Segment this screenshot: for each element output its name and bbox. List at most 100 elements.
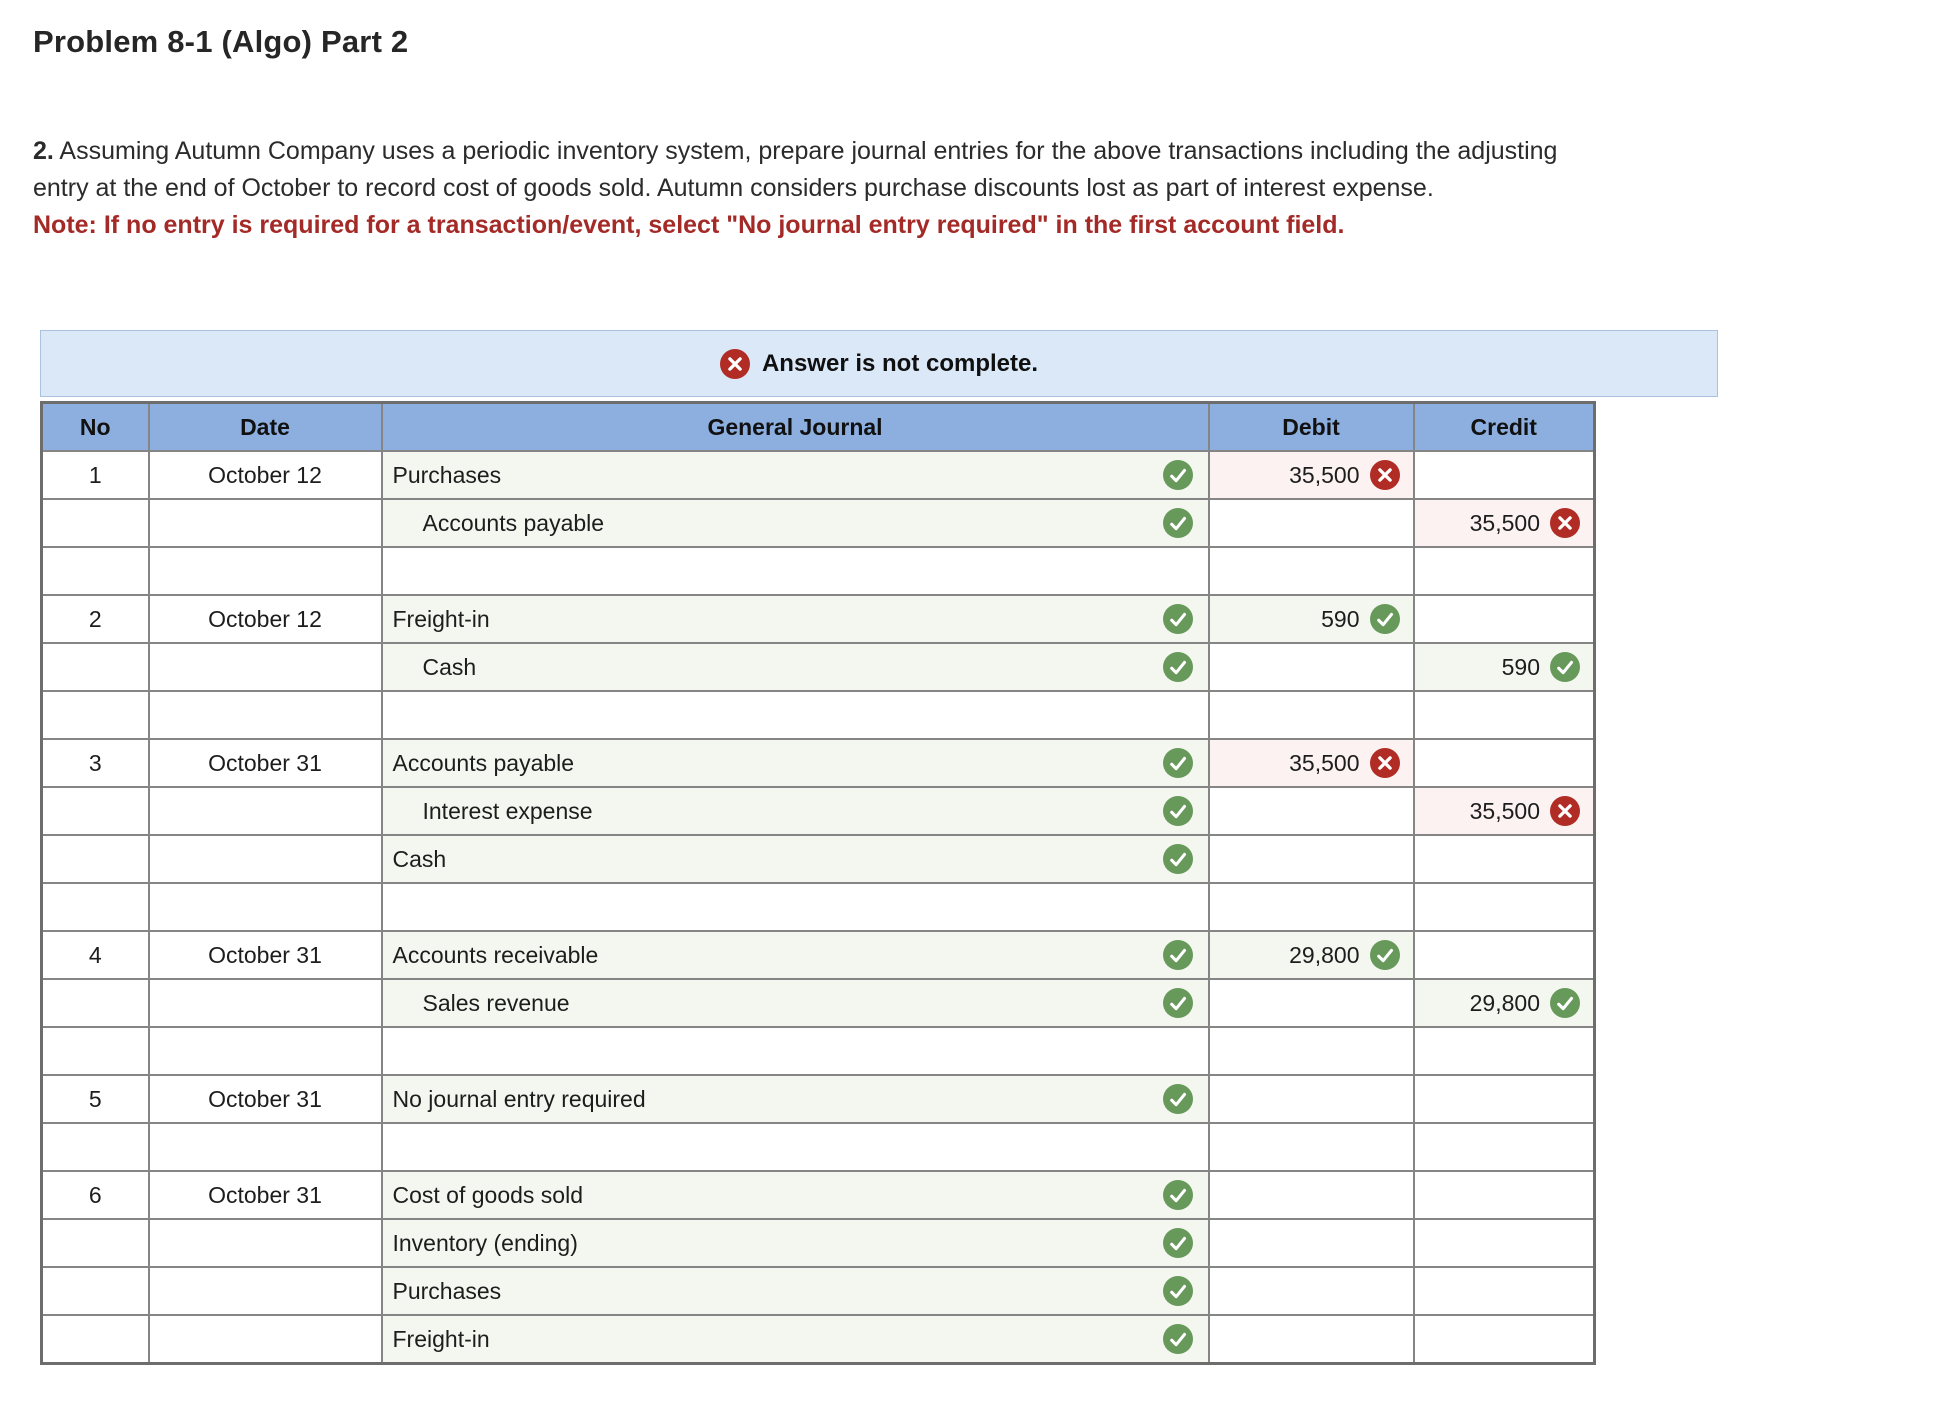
- debit-cell[interactable]: 35,500: [1207, 450, 1415, 500]
- row-number-cell: [40, 642, 150, 692]
- account-label: Freight-in: [392, 1325, 490, 1352]
- debit-amount: 590: [1321, 605, 1360, 632]
- header-debit: Debit: [1207, 401, 1415, 452]
- credit-cell[interactable]: [1412, 930, 1596, 980]
- account-cell[interactable]: Purchases: [380, 450, 1210, 500]
- account-cell: [380, 546, 1210, 596]
- credit-cell: [1412, 1026, 1596, 1076]
- account-label: Freight-in: [392, 605, 490, 632]
- row-date-cell: October 31: [147, 1074, 383, 1124]
- debit-cell[interactable]: [1207, 978, 1415, 1028]
- check-icon: [1162, 844, 1193, 874]
- row-number-cell: [40, 1122, 150, 1172]
- debit-cell[interactable]: [1207, 834, 1415, 884]
- credit-cell[interactable]: [1412, 594, 1596, 644]
- spacer-row: [40, 1026, 1596, 1076]
- account-cell[interactable]: Interest expense: [380, 786, 1210, 836]
- row-number-cell: 5: [40, 1074, 150, 1124]
- account-cell[interactable]: No journal entry required: [380, 1074, 1210, 1124]
- credit-cell[interactable]: 29,800: [1412, 978, 1596, 1028]
- check-icon: [1162, 988, 1193, 1018]
- row-date-cell: [147, 882, 383, 932]
- debit-cell[interactable]: [1207, 1074, 1415, 1124]
- check-icon: [1369, 604, 1400, 634]
- credit-cell[interactable]: [1412, 1266, 1596, 1316]
- row-date-cell: [147, 1314, 383, 1365]
- check-icon: [1162, 1084, 1193, 1114]
- account-cell[interactable]: Purchases: [380, 1266, 1210, 1316]
- account-cell[interactable]: Cash: [380, 642, 1210, 692]
- row-date-cell: [147, 834, 383, 884]
- table-header-row: No Date General Journal Debit Credit: [40, 401, 1596, 452]
- note-text: Note: If no entry is required for a tran…: [33, 211, 1345, 239]
- row-number-cell: 4: [40, 930, 150, 980]
- credit-amount: 35,500: [1469, 509, 1540, 536]
- account-cell[interactable]: Cash: [380, 834, 1210, 884]
- x-icon: [1369, 748, 1400, 778]
- credit-cell[interactable]: [1412, 834, 1596, 884]
- x-circle-icon: [719, 348, 750, 379]
- table-row: 5 October 31 No journal entry required: [40, 1074, 1596, 1124]
- row-number-cell: 3: [40, 738, 150, 788]
- credit-cell[interactable]: [1412, 1170, 1596, 1220]
- table-row: 4 October 31 Accounts receivable 29,800: [40, 930, 1596, 980]
- account-cell[interactable]: Inventory (ending): [380, 1218, 1210, 1268]
- debit-cell[interactable]: 29,800: [1207, 930, 1415, 980]
- check-icon: [1162, 1228, 1193, 1258]
- debit-cell[interactable]: [1207, 642, 1415, 692]
- spacer-row: [40, 882, 1596, 932]
- check-icon: [1162, 604, 1193, 634]
- check-icon: [1550, 652, 1580, 682]
- account-cell[interactable]: Accounts payable: [380, 738, 1210, 788]
- credit-cell[interactable]: [1412, 1074, 1596, 1124]
- general-journal-table: No Date General Journal Debit Credit 1 O…: [40, 401, 1596, 1365]
- credit-cell[interactable]: 590: [1412, 642, 1596, 692]
- header-no: No: [40, 401, 150, 452]
- check-icon: [1162, 508, 1193, 538]
- table-row: Sales revenue 29,800: [40, 978, 1596, 1028]
- row-number-cell: [40, 1266, 150, 1316]
- table-row: Cash 590: [40, 642, 1596, 692]
- spacer-row: [40, 546, 1596, 596]
- debit-cell[interactable]: [1207, 1266, 1415, 1316]
- row-number-cell: 1: [40, 450, 150, 500]
- debit-cell[interactable]: [1207, 1170, 1415, 1220]
- row-date-cell: [147, 690, 383, 740]
- account-cell[interactable]: Freight-in: [380, 594, 1210, 644]
- debit-cell: [1207, 1026, 1415, 1076]
- debit-cell[interactable]: 590: [1207, 594, 1415, 644]
- table-row: Freight-in: [40, 1314, 1596, 1365]
- debit-cell[interactable]: [1207, 498, 1415, 548]
- debit-cell[interactable]: [1207, 1218, 1415, 1268]
- header-credit: Credit: [1412, 401, 1596, 452]
- debit-cell[interactable]: 35,500: [1207, 738, 1415, 788]
- credit-cell[interactable]: [1412, 738, 1596, 788]
- row-number-cell: 6: [40, 1170, 150, 1220]
- account-cell[interactable]: Freight-in: [380, 1314, 1210, 1365]
- spacer-row: [40, 690, 1596, 740]
- account-cell[interactable]: Accounts payable: [380, 498, 1210, 548]
- credit-cell[interactable]: 35,500: [1412, 498, 1596, 548]
- account-label: Cost of goods sold: [392, 1181, 584, 1208]
- row-date-cell: [147, 498, 383, 548]
- account-cell[interactable]: Sales revenue: [380, 978, 1210, 1028]
- credit-cell[interactable]: [1412, 1314, 1596, 1365]
- account-cell: [380, 882, 1210, 932]
- credit-cell: [1412, 1122, 1596, 1172]
- credit-cell[interactable]: 35,500: [1412, 786, 1596, 836]
- credit-cell[interactable]: [1412, 1218, 1596, 1268]
- debit-cell[interactable]: [1207, 786, 1415, 836]
- table-row: 2 October 12 Freight-in 590: [40, 594, 1596, 644]
- account-cell[interactable]: Accounts receivable: [380, 930, 1210, 980]
- credit-amount: 29,800: [1469, 989, 1540, 1016]
- debit-cell[interactable]: [1207, 1314, 1415, 1365]
- row-date-cell: [147, 546, 383, 596]
- row-date-cell: [147, 1026, 383, 1076]
- account-label: Cash: [422, 653, 477, 680]
- debit-cell: [1207, 690, 1415, 740]
- account-cell[interactable]: Cost of goods sold: [380, 1170, 1210, 1220]
- instructions-block: 2. Assuming Autumn Company uses a period…: [33, 133, 1593, 244]
- debit-cell: [1207, 882, 1415, 932]
- x-icon: [1550, 796, 1580, 826]
- credit-cell[interactable]: [1412, 450, 1596, 500]
